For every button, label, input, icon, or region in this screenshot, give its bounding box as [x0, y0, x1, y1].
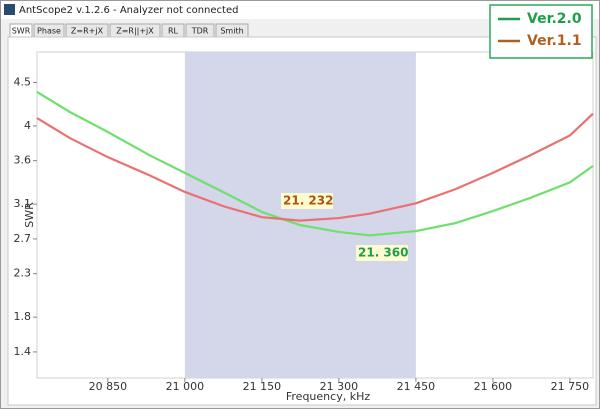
x-tick-label: 21 150: [243, 380, 282, 393]
legend-label: Ver.1.1: [527, 33, 582, 49]
y-tick-label: 3.1: [14, 197, 32, 210]
highlight-range: [184, 52, 416, 378]
legend: [489, 4, 593, 59]
tab-label: RL: [168, 27, 179, 36]
y-tick-label: 2.7: [14, 232, 32, 245]
annotation: 21. 232: [283, 194, 333, 208]
x-axis-label: Frequency, kHz: [286, 390, 370, 403]
y-tick-label: 2.3: [14, 267, 32, 280]
legend-label: Ver.2.0: [527, 11, 582, 27]
x-tick-label: 21 000: [166, 380, 205, 393]
x-tick-label: 21 450: [397, 380, 436, 393]
tab-label: Z=R||+jX: [116, 27, 154, 36]
series-line: [36, 91, 594, 237]
y-tick-label: 1.4: [14, 345, 32, 358]
annotation-box: [356, 245, 408, 261]
tab-label: TDR: [191, 27, 209, 36]
title-bar: [1, 1, 599, 19]
y-tick-label: 4: [24, 119, 31, 132]
series-line: [36, 112, 594, 222]
y-tick-label: 4.5: [14, 75, 32, 88]
annotation-box: [281, 193, 333, 209]
app-icon: [4, 4, 15, 15]
tab-label: Z=R+jX: [71, 27, 104, 36]
tab-label: Phase: [37, 27, 61, 36]
annotation: 21. 360: [358, 246, 408, 260]
y-tick-label: 1.8: [14, 310, 32, 323]
x-tick-label: 20 850: [89, 380, 128, 393]
tab-label: SWR: [12, 27, 31, 36]
window-title: AntScope2 v.1.2.6 - Analyzer not connect…: [19, 5, 238, 16]
x-tick-label: 21 750: [551, 380, 590, 393]
y-axis-label: SWR: [23, 202, 36, 228]
tab-label: Smith: [220, 27, 243, 36]
x-tick-label: 21 300: [320, 380, 359, 393]
y-tick-label: 3.6: [14, 154, 32, 167]
x-tick-label: 21 600: [474, 380, 513, 393]
